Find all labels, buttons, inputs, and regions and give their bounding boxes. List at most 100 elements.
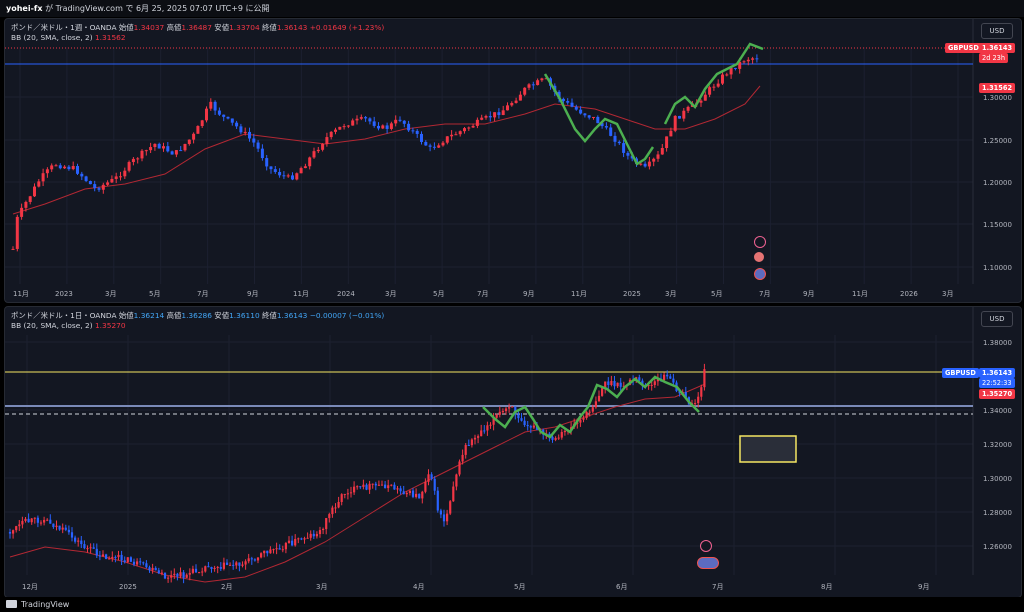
weekly-candle [273,169,277,172]
daily-candle [173,573,176,576]
daily-candle [123,560,126,563]
weekly-candle [355,118,359,121]
daily-candle [207,566,210,568]
weekly-candle [321,143,325,150]
daily-candle [387,485,390,489]
daily-candle [222,562,225,569]
currency-button[interactable]: USD [981,311,1013,327]
daily-candle [622,385,625,387]
weekly-candle [136,158,140,160]
weekly-candle [475,119,479,126]
weekly-candle [127,162,131,171]
weekly-candle [445,136,449,143]
weekly-candle [609,127,613,136]
us-flag-icon[interactable] [697,557,719,569]
price-tick-label: 1.10000 [983,264,1012,272]
daily-candle [442,514,446,522]
weekly-candle [303,166,307,169]
us-flag-icon[interactable] [754,268,766,280]
weekly-candle [153,143,157,148]
weekly-bb-legend[interactable]: BB (20, SMA, close, 2) 1.31562 [11,33,126,42]
daily-candle [105,554,108,559]
time-tick-label: 9月 [523,290,534,298]
daily-candle [390,484,393,486]
daily-candle [154,567,157,571]
daily-bb-legend[interactable]: BB (20, SMA, close, 2) 1.35270 [11,321,126,330]
daily-candle [526,425,529,427]
daily-candle [176,573,179,577]
daily-candle [585,411,588,418]
time-tick-label: 3月 [385,290,396,298]
daily-candle [477,436,480,438]
daily-candle [349,492,353,494]
weekly-candle [334,129,337,132]
daily-candle [504,408,508,412]
weekly-candle [278,171,282,176]
footer-brand[interactable]: TradingView [21,600,70,609]
daily-candle [191,568,194,573]
weekly-candle [716,83,720,87]
time-tick-label: 7月 [712,583,723,591]
green-wave-line [663,42,764,125]
daily-candle [24,518,27,521]
weekly-chart-canvas[interactable]: 1.30000 1.25000 1.20000 1.15000 1.10000 11月 20… [5,19,1021,302]
weekly-candle [647,161,651,167]
time-tick-label: 7月 [759,290,770,298]
daily-candle [253,559,256,561]
uk-flag-icon[interactable] [754,252,764,262]
daily-candle [368,483,371,490]
weekly-candle [480,117,484,120]
weekly-candle [170,151,174,155]
weekly-candle [50,165,54,170]
weekly-candle [587,115,591,118]
weekly-candle [179,150,183,152]
author-name[interactable]: yohei-fx [6,4,43,13]
daily-candle [597,395,601,402]
daily-candle [129,557,132,562]
weekly-candle [746,59,750,62]
event-icon[interactable] [754,236,766,248]
daily-symbol[interactable]: ポンド／米ドル・1日・OANDA [11,311,117,320]
footer: TradingView [0,597,1024,612]
daily-candle [309,533,312,538]
time-tick-label: 5月 [514,583,525,591]
daily-candle [232,564,235,566]
weekly-candle [106,182,110,185]
price-tick-label: 1.34000 [983,407,1012,415]
daily-candle [64,527,67,530]
weekly-legend: ポンド／米ドル・1週・OANDA 始値1.34037 高値1.36487 安値1… [11,22,384,33]
daily-candle [77,540,80,542]
daily-candle [250,558,253,560]
daily-chart-pane[interactable]: ポンド／米ドル・1日・OANDA 始値1.36214 高値1.36286 安値1… [4,306,1022,598]
currency-button[interactable]: USD [981,23,1013,39]
daily-candle [563,431,566,433]
weekly-candle [157,143,161,149]
daily-candle [374,483,377,486]
weekly-candle [110,178,114,183]
daily-chart-canvas[interactable]: 1.38000 1.34000 1.32000 1.30000 1.28000 1.260… [5,307,1021,597]
daily-candle [594,401,597,408]
weekly-chart-pane[interactable]: ポンド／米ドル・1週・OANDA 始値1.34037 高値1.36487 安値1… [4,18,1022,303]
daily-candle [260,553,263,558]
weekly-candle [33,186,36,197]
weekly-candle [729,67,733,75]
weekly-candle [377,125,380,129]
daily-candle [235,562,238,566]
time-tick-label: 7月 [197,290,208,298]
daily-candle [148,567,151,571]
low-label: 安値 [214,311,230,320]
daily-candle [439,510,442,515]
daily-candle [117,554,120,558]
daily-candle [697,396,700,404]
bb-basis-line [9,383,706,583]
bb-value: 1.35270 [94,321,126,330]
weekly-candle [536,80,540,86]
daily-candle [151,567,154,571]
daily-candle [213,567,216,569]
weekly-candle [712,86,716,88]
weekly-symbol[interactable]: ポンド／米ドル・1週・OANDA [11,23,117,32]
weekly-candle [248,131,251,139]
weekly-candle [733,67,737,69]
weekly-candle [721,74,724,84]
event-icon[interactable] [700,540,712,552]
